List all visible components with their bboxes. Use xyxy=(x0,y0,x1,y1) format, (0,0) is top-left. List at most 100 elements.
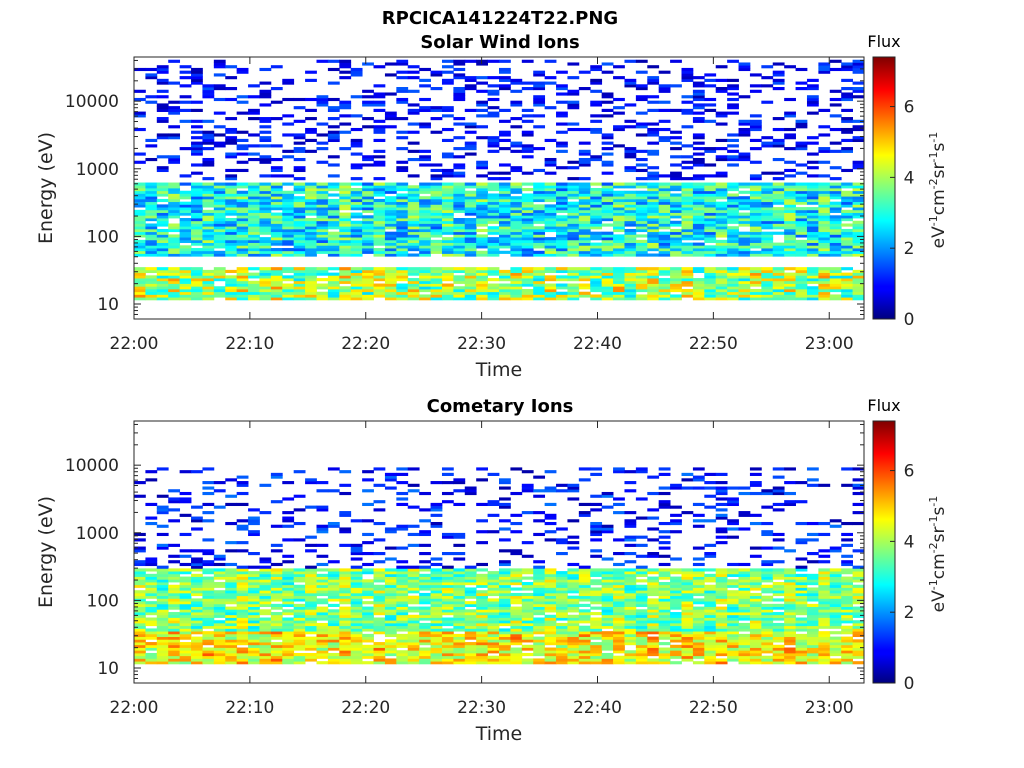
heatmap-cell xyxy=(715,220,728,224)
heatmap-cell xyxy=(453,609,466,613)
heatmap-cell xyxy=(476,198,488,203)
heatmap-cell xyxy=(521,182,534,186)
heatmap-cell xyxy=(419,242,431,246)
heatmap-cell xyxy=(556,239,568,243)
heatmap-cell xyxy=(384,598,397,602)
heatmap-cell xyxy=(339,190,352,194)
heatmap-cell xyxy=(350,620,363,624)
heatmap-cell xyxy=(396,617,409,621)
heatmap-cell xyxy=(692,84,705,88)
heatmap-cell xyxy=(613,111,625,115)
heatmap-cell xyxy=(658,84,671,88)
heatmap-cell xyxy=(818,190,831,194)
heatmap-cell xyxy=(282,204,295,208)
heatmap-cell xyxy=(350,177,363,181)
heatmap-cell xyxy=(305,582,317,586)
heatmap-cell xyxy=(544,212,557,216)
heatmap-cell xyxy=(590,100,603,104)
heatmap-cell xyxy=(715,89,728,93)
heatmap-cell xyxy=(738,62,751,66)
heatmap-cell xyxy=(396,220,409,224)
heatmap-cell xyxy=(521,278,534,282)
heatmap-cell xyxy=(430,636,443,640)
heatmap-cell xyxy=(202,288,215,293)
heatmap-cell xyxy=(692,136,705,140)
heatmap-cell xyxy=(168,106,181,110)
heatmap-cell xyxy=(578,253,591,257)
heatmap-cell xyxy=(350,603,363,607)
heatmap-cell xyxy=(533,231,546,235)
heatmap-cell xyxy=(658,198,671,203)
heatmap-cell xyxy=(749,114,762,118)
heatmap-cell xyxy=(362,157,374,162)
heatmap-cell xyxy=(282,650,295,654)
heatmap-cell xyxy=(453,223,466,227)
heatmap-cell xyxy=(681,218,694,222)
heatmap-cell xyxy=(453,147,466,151)
heatmap-cell xyxy=(590,644,603,648)
heatmap-cell xyxy=(168,291,181,295)
heatmap-cell xyxy=(670,220,682,224)
heatmap-cell xyxy=(852,248,865,252)
heatmap-cell xyxy=(270,582,283,586)
heatmap-cell xyxy=(567,267,580,271)
heatmap-cell xyxy=(795,147,808,151)
heatmap-cell xyxy=(613,291,625,295)
heatmap-cell xyxy=(464,245,477,249)
heatmap-cell xyxy=(327,108,340,112)
heatmap-cell xyxy=(305,190,317,194)
heatmap-cell xyxy=(419,642,431,646)
heatmap-cell xyxy=(590,220,603,224)
heatmap-cell xyxy=(305,612,317,616)
heatmap-cell xyxy=(727,198,739,203)
heatmap-cell xyxy=(305,78,317,82)
heatmap-cell xyxy=(134,606,146,610)
heatmap-cell xyxy=(658,237,671,241)
heatmap-cell xyxy=(601,231,614,235)
heatmap-cell xyxy=(327,242,340,246)
heatmap-cell xyxy=(248,288,260,293)
heatmap-cell xyxy=(168,275,181,279)
heatmap-cell xyxy=(727,212,739,216)
heatmap-cell xyxy=(213,193,226,197)
heatmap-cell xyxy=(464,286,477,290)
heatmap-cell xyxy=(213,73,226,77)
heatmap-cell xyxy=(829,204,842,208)
heatmap-cell xyxy=(179,288,192,293)
heatmap-cell xyxy=(259,557,272,561)
heatmap-cell xyxy=(156,106,169,110)
heatmap-cell xyxy=(430,269,443,274)
heatmap-cell xyxy=(259,568,272,572)
heatmap-cell xyxy=(191,209,203,213)
heatmap-cell xyxy=(749,237,762,241)
heatmap-cell xyxy=(327,198,340,203)
heatmap-cell xyxy=(179,286,192,290)
heatmap-cell xyxy=(396,576,409,580)
heatmap-cell xyxy=(658,207,671,211)
heatmap-cell xyxy=(441,278,454,282)
heatmap-cell xyxy=(670,177,682,181)
heatmap-cell xyxy=(749,122,762,126)
heatmap-cell xyxy=(179,228,192,233)
heatmap-cell xyxy=(841,272,853,276)
heatmap-cell xyxy=(647,239,660,243)
heatmap-cell xyxy=(441,190,454,194)
heatmap-cell xyxy=(556,538,568,542)
heatmap-cell xyxy=(704,269,717,274)
heatmap-cell xyxy=(202,562,215,567)
heatmap-cell xyxy=(453,557,466,561)
heatmap-cell xyxy=(624,280,637,284)
heatmap-cell xyxy=(772,212,785,216)
heatmap-cell xyxy=(305,631,317,635)
heatmap-cell xyxy=(795,198,808,203)
heatmap-cell xyxy=(236,223,249,227)
heatmap-cell xyxy=(453,253,466,257)
heatmap-cell xyxy=(784,272,796,276)
heatmap-cell xyxy=(384,188,397,192)
heatmap-cell xyxy=(191,130,203,134)
heatmap-cell xyxy=(738,212,751,216)
heatmap-cell xyxy=(270,218,283,222)
heatmap-cells xyxy=(134,59,865,301)
heatmap-cell xyxy=(327,571,340,575)
heatmap-cell xyxy=(499,642,511,646)
